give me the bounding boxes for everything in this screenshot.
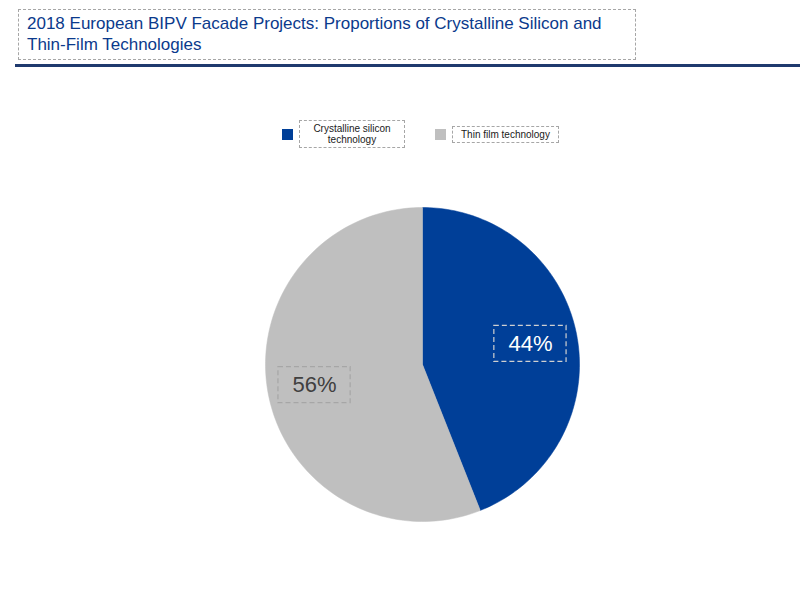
html-text:Thin film technology: Thin film technology <box>461 128 550 140</box>
html-text:Crystalline silicon technology: Crystalline silicon technology <box>313 123 391 145</box>
html-text:2018 European BIPV Facade Proj: 2018 European BIPV Facade Projects: Prop… <box>27 14 602 54</box>
svg-text:44%: 44% <box>508 331 552 356</box>
svg-text:56%: 56% <box>293 372 337 397</box>
